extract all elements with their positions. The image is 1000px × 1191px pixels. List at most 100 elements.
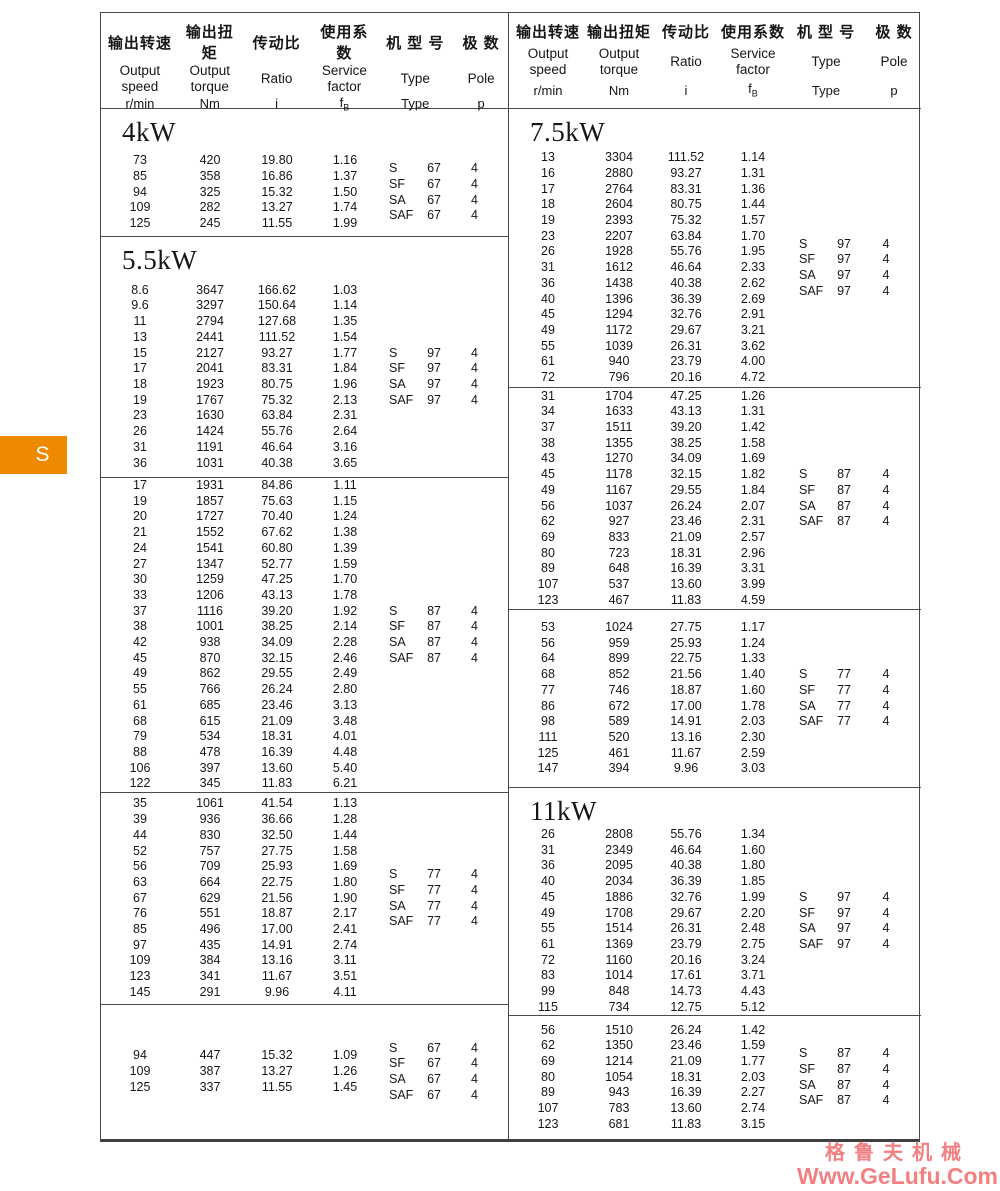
table-row: 98 589 14.91 2.03	[509, 714, 785, 730]
cell-value: 2.69	[740, 291, 766, 306]
table-row: 26 1928 55.76 1.95	[509, 244, 785, 260]
cell-value: 75.32	[670, 213, 702, 228]
pole-count: 4	[882, 1077, 890, 1092]
cell-value: 13.16	[670, 729, 702, 744]
cell-value: 27.75	[261, 843, 293, 858]
type-designation: S 97	[799, 237, 851, 253]
table-row: 8.6 3647 166.62 1.03	[101, 283, 377, 299]
table-row: 18 2604 80.75 1.44	[509, 197, 785, 213]
type-row: SF 87 4	[785, 1062, 921, 1078]
block-content: 35 1061 41.54 1.13 39 936 36.66 1.28 44 830 32.50 1…	[101, 793, 508, 1004]
type-designation: SF 77	[799, 683, 851, 699]
cell-value: 27	[133, 556, 147, 571]
cell-value: 127.68	[257, 314, 297, 329]
data-rows: 35 1061 41.54 1.13 39 936 36.66 1.28 44 830 32.50 1…	[101, 796, 377, 1000]
cell-value: 734	[608, 999, 630, 1014]
cell-value: 40.38	[670, 858, 702, 873]
cell-value: 26.24	[261, 682, 293, 697]
cell-value: 3.99	[740, 577, 766, 592]
column-header-en: Type	[811, 53, 841, 69]
pole-count: 4	[882, 682, 890, 697]
type-model: SA	[389, 635, 406, 650]
type-designation: SF 77	[389, 883, 441, 899]
table-row: 9.6 3297 150.64 1.14	[101, 298, 377, 314]
cell-value: 32.76	[670, 889, 702, 904]
type-designation: SA 87	[799, 499, 851, 515]
table-row: 125 337 11.55 1.45	[101, 1080, 377, 1096]
cell-value: 40.38	[670, 275, 702, 290]
cell-value: 940	[608, 354, 630, 369]
cell-value: 38.25	[261, 619, 293, 634]
cell-value: 17	[541, 181, 555, 196]
cell-value: 833	[608, 529, 630, 544]
cell-value: 22.75	[670, 651, 702, 666]
cell-value: 63.84	[261, 408, 293, 423]
cell-value: 1.74	[332, 200, 358, 215]
cell-value: 16.39	[261, 744, 293, 759]
table-row: 99 848 14.73 4.43	[509, 984, 785, 1000]
cell-value: 11.67	[670, 745, 702, 760]
cell-value: 4.59	[740, 592, 766, 607]
pole-count: 4	[882, 905, 890, 920]
cell-value: 1.35	[332, 314, 358, 329]
cell-value: 16.86	[261, 168, 293, 183]
cell-value: 1.59	[740, 1038, 766, 1053]
type-row: SF 77 4	[377, 883, 508, 899]
cell-value: 26	[541, 244, 555, 259]
cell-value: 40.38	[261, 455, 293, 470]
power-block: 35 1061 41.54 1.13 39 936 36.66 1.28 44 830 32.50 1…	[101, 792, 508, 1004]
type-size: 77	[837, 698, 851, 713]
cell-value: 46.64	[261, 439, 293, 454]
type-size: 87	[837, 498, 851, 513]
cell-value: 15	[133, 345, 147, 360]
cell-value: 2604	[605, 197, 633, 212]
cell-value: 1727	[196, 509, 224, 524]
type-row: SAF 67 4	[377, 1088, 508, 1104]
type-size: 97	[837, 252, 851, 267]
cell-value: 2.48	[740, 921, 766, 936]
type-designation: SA 97	[799, 921, 851, 937]
table-row: 18 1923 80.75 1.96	[101, 377, 377, 393]
type-designation: SF 67	[389, 1056, 441, 1072]
cell-value: 1.95	[740, 244, 766, 259]
cell-value: 1.77	[332, 345, 358, 360]
cell-value: 83	[541, 968, 555, 983]
cell-value: 2.30	[740, 729, 766, 744]
cell-value: 49	[541, 905, 555, 920]
type-model: SA	[389, 898, 406, 913]
cell-value: 1.36	[740, 181, 766, 196]
cell-value: 1037	[605, 498, 633, 513]
column-header-unit: Nm	[608, 82, 630, 98]
cell-value: 23.79	[670, 936, 702, 951]
table-row: 125 461 11.67 2.59	[509, 746, 785, 762]
power-rating-title: 4kW	[122, 117, 176, 147]
table-row: 115 734 12.75 5.12	[509, 1000, 785, 1015]
type-designation: SA 87	[389, 635, 441, 651]
table-row: 49 1172 29.67 3.21	[509, 323, 785, 339]
cell-value: 80.75	[261, 377, 293, 391]
type-row: SA 67 4	[377, 1072, 508, 1088]
type-row: SA 87 4	[785, 1078, 921, 1094]
table-row: 31 1191 46.64 3.16	[101, 440, 377, 456]
type-row: SAF 97 4	[785, 937, 921, 953]
cell-value: 1206	[196, 587, 224, 602]
cell-value: 32.50	[261, 827, 293, 842]
type-size: 77	[427, 882, 441, 897]
cell-value: 387	[199, 1064, 221, 1079]
column-header-unit: fB	[748, 81, 758, 99]
cell-value: 5.12	[740, 999, 766, 1014]
type-model: S	[799, 889, 808, 904]
type-row: SF 97 4	[785, 252, 921, 268]
type-model: S	[389, 161, 398, 176]
pole-count: 4	[471, 650, 478, 665]
cell-value: 23.46	[670, 514, 702, 529]
cell-value: 1886	[605, 889, 633, 904]
type-size: 67	[427, 1040, 441, 1055]
type-row: S 77 4	[377, 867, 508, 883]
table-row: 37 1511 39.20 1.42	[509, 420, 785, 436]
cell-value: 1928	[605, 244, 633, 259]
cell-value: 1031	[196, 455, 224, 470]
type-model: SAF	[389, 650, 414, 665]
table-row: 80 1054 18.31 2.03	[509, 1070, 785, 1086]
table-row: 52 757 27.75 1.58	[101, 844, 377, 860]
